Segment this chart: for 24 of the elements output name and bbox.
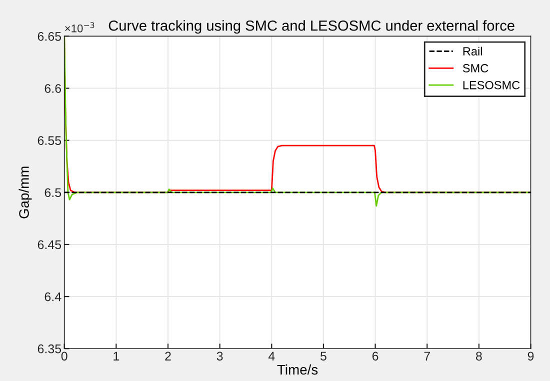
x-tick-label: 9 bbox=[528, 352, 534, 361]
x-tick-label: 1 bbox=[114, 352, 120, 360]
x-tick-label: 0 bbox=[61, 352, 68, 361]
x-tick-label: 7 bbox=[424, 352, 430, 360]
y-tick-label: 6.55 bbox=[38, 136, 62, 145]
legend-label: SMC bbox=[462, 64, 488, 72]
legend-label: Rail bbox=[463, 46, 482, 56]
x-tick-label: 5 bbox=[320, 352, 326, 361]
y-tick-label: 6.65 bbox=[38, 32, 62, 41]
x-tick-label: 2 bbox=[165, 352, 171, 360]
x-tick-label: 4 bbox=[268, 352, 275, 360]
x-tick-label: 3 bbox=[216, 352, 223, 361]
y-tick-label: 6.5 bbox=[44, 188, 62, 198]
text: ×10$^{−3}$ bbox=[65, 22, 94, 32]
y-tick-label: 6.35 bbox=[38, 344, 62, 354]
y-tick-label: 6.45 bbox=[38, 240, 62, 250]
y-tick-label: 6.6 bbox=[44, 84, 62, 93]
x-axis-title: Time/s bbox=[277, 364, 318, 375]
y-tick-label: 6.4 bbox=[44, 292, 62, 302]
legend-label: LESOSMC bbox=[463, 80, 520, 90]
x-tick-label: 8 bbox=[476, 352, 482, 361]
y-axis-title: Gap/mm bbox=[18, 166, 32, 218]
chart-title: Curve tracking using SMC and LESOSMC under external force bbox=[108, 20, 514, 34]
x-tick-label: 6 bbox=[372, 352, 378, 361]
